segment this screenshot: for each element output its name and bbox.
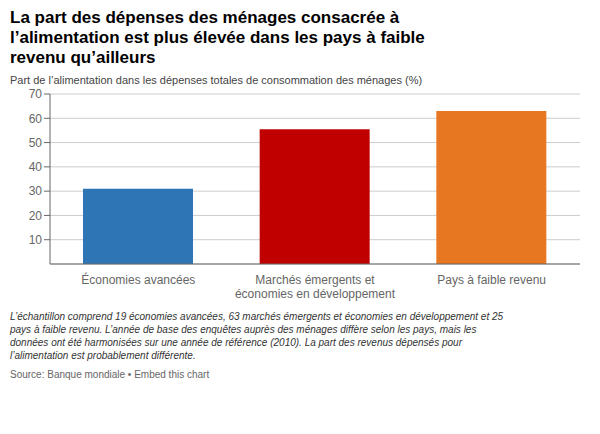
html-text:revenu qu’ailleurs: revenu qu’ailleurs [10,48,156,67]
svg-text:30: 30 [29,184,43,198]
svg-text:20: 20 [29,209,43,223]
html-text:Source: Banque mondiale • Embe: Source: Banque mondiale • Embed this cha… [10,369,210,380]
svg-text:Économies avancées: Économies avancées [81,272,195,287]
html-text:Part de l’alimentation dans le: Part de l’alimentation dans les dépenses… [10,74,423,86]
svg-text:50: 50 [29,136,43,150]
svg-text:Pays à faible revenu: Pays à faible revenu [437,273,546,287]
svg-text:Marchés émergents etéconomies: Marchés émergents etéconomies en dévelop… [235,273,396,301]
html-text:La part des dépenses des ménag: La part des dépenses des ménages consacr… [10,8,400,27]
svg-text:70: 70 [29,87,43,101]
html-text:l’alimentation est plus élevée: l’alimentation est plus élevée dans les … [10,28,425,47]
svg-text:10: 10 [29,233,43,247]
html-text:L’échantillon comprend 19 écon: L’échantillon comprend 19 économies avan… [10,311,504,361]
svg-text:40: 40 [29,160,43,174]
svg-text:60: 60 [29,112,43,126]
